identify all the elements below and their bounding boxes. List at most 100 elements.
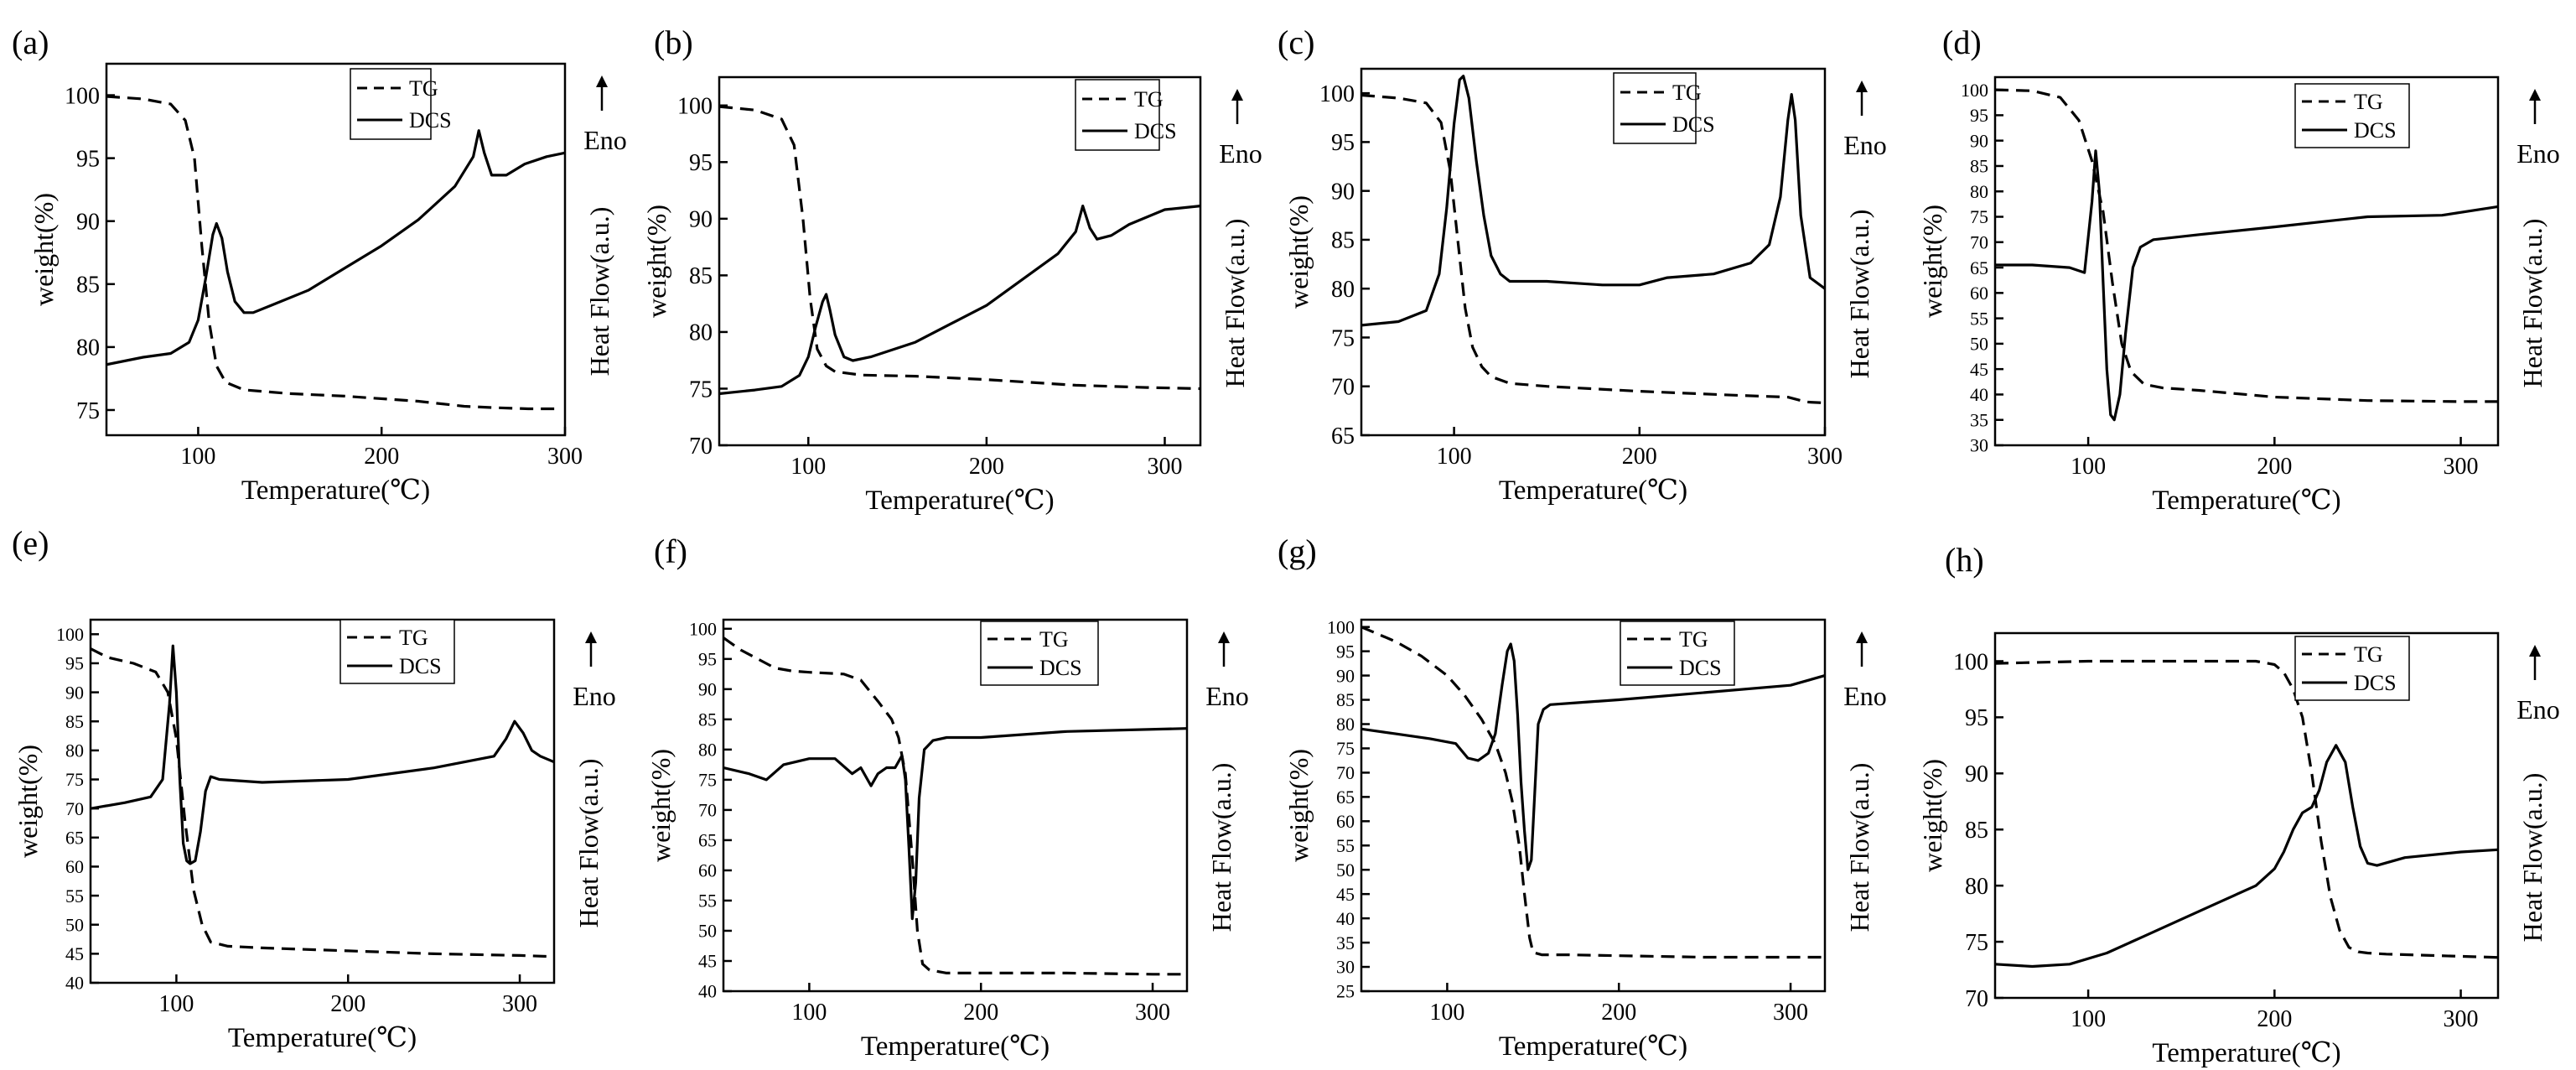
x-tick-label: 300 [2444, 454, 2479, 480]
x-tick-label: 300 [1807, 444, 1843, 470]
x-tick-label: 200 [330, 991, 365, 1017]
x-tick-label: 300 [1773, 1000, 1808, 1026]
y-tick-label: 40 [1970, 384, 1988, 405]
y-axis-label: weight(%) [1917, 205, 1947, 318]
legend-label: DCS [1672, 112, 1715, 137]
legend: TG DCS [339, 619, 455, 684]
dsc-series-line [1361, 642, 1825, 871]
x-tick-label: 300 [1135, 1000, 1170, 1026]
y-tick-label: 95 [698, 649, 717, 670]
x-tick-label: 100 [791, 1000, 827, 1026]
y-tick-label: 75 [1331, 325, 1355, 351]
y-tick-label: 80 [1970, 181, 1988, 202]
legend-label: DCS [1679, 656, 1722, 680]
up-arrow-head-icon [596, 75, 608, 87]
y-tick-label: 90 [698, 679, 717, 700]
y-tick-label: 60 [1970, 283, 1988, 304]
y-tick-label: 50 [65, 914, 84, 935]
y2-axis-label: Heat Flow(a.u.) [584, 207, 614, 377]
tg-series-line [1361, 626, 1825, 959]
tg-series-line [91, 647, 554, 958]
x-axis-label: Temperature(℃) [228, 1023, 417, 1053]
x-axis-label: Temperature(℃) [1499, 1031, 1687, 1062]
y-tick-label: 90 [76, 210, 100, 236]
endo-arrow-label: Eno [1843, 681, 1887, 711]
y-tick-label: 85 [689, 263, 713, 289]
endo-arrow-label: Eno [1219, 138, 1262, 169]
panel-label: (c) [1278, 23, 1314, 61]
panel-label: (h) [1945, 541, 1984, 579]
y-tick-label: 95 [1965, 705, 1988, 731]
y-tick-label: 80 [76, 335, 100, 361]
dsc-series-line [719, 205, 1200, 396]
y-tick-label: 35 [1970, 409, 1988, 430]
x-tick-label: 100 [2071, 1006, 2106, 1032]
up-arrow-head-icon [585, 631, 597, 643]
y-tick-label: 70 [698, 800, 717, 821]
y-tick-label: 30 [1970, 435, 1988, 456]
y-axis-label: weight(%) [1917, 759, 1947, 872]
legend: TG DCS [1620, 621, 1735, 686]
x-tick-label: 300 [502, 991, 537, 1017]
panel-label: (b) [654, 23, 693, 61]
y-tick-label: 40 [65, 973, 84, 994]
y-tick-label: 60 [698, 860, 717, 881]
legend-label: DCS [1134, 119, 1177, 143]
y-tick-label: 100 [1961, 80, 1988, 101]
tg-series-line [1995, 659, 2498, 959]
panel-label: (f) [654, 532, 687, 570]
y-tick-label: 75 [689, 377, 713, 403]
legend-label: TG [2354, 642, 2383, 667]
y-tick-label: 90 [1970, 130, 1988, 151]
y2-axis-label: Heat Flow(a.u.) [1844, 763, 1874, 932]
y-tick-label: 40 [698, 981, 717, 1002]
up-arrow-head-icon [2529, 89, 2541, 101]
y-tick-label: 75 [1336, 738, 1355, 759]
legend-label: TG [2354, 90, 2383, 114]
endo-arrow-label: Eno [1843, 130, 1887, 160]
y-tick-label: 80 [698, 740, 717, 761]
x-axis-label: Temperature(℃) [241, 475, 430, 506]
chart-panel: (c)100 200 30065707580859095100Temperature… [1278, 23, 1887, 506]
panel-label: (a) [12, 23, 49, 61]
legend-label: TG [1039, 627, 1069, 652]
endo-arrow-label: Eno [2516, 138, 2560, 169]
y2-axis-label: Heat Flow(a.u.) [1206, 763, 1236, 932]
dsc-series-line [91, 644, 554, 865]
dsc-series-line [1361, 75, 1825, 327]
x-tick-label: 300 [1147, 454, 1182, 480]
y-tick-label: 85 [1336, 689, 1355, 710]
y-tick-label: 90 [689, 207, 713, 233]
plot-frame [718, 75, 1202, 447]
chart-panel: (e) 100 200 300 40 45 50 55 60 65 70 75 80 85 90 95 100 T… [12, 524, 616, 1053]
plot-frame [105, 62, 567, 437]
legend: TG DCS [1613, 72, 1715, 144]
up-arrow-head-icon [1856, 631, 1868, 643]
legend-box [350, 68, 432, 140]
y-tick-label: 70 [1331, 375, 1355, 401]
legend-label: TG [409, 76, 438, 101]
y-tick-label: 85 [1970, 156, 1988, 177]
up-arrow-head-icon [1218, 631, 1230, 643]
legend-box [2294, 83, 2410, 148]
legend-box [1620, 621, 1735, 686]
x-tick-label: 200 [2257, 454, 2292, 480]
y-tick-label: 70 [1970, 231, 1988, 252]
legend-box [1075, 79, 1160, 151]
y-tick-label: 50 [698, 921, 717, 942]
legend-label: DCS [2354, 671, 2397, 695]
y-tick-label: 100 [1953, 649, 1988, 675]
legend: TG DCS [980, 621, 1099, 686]
y-tick-label: 75 [1970, 206, 1988, 227]
y-tick-label: 30 [1336, 957, 1355, 978]
legend: TG DCS [2294, 83, 2410, 148]
y-tick-label: 70 [689, 434, 713, 460]
y-tick-label: 80 [65, 740, 84, 761]
y-tick-label: 75 [1965, 930, 1988, 956]
y2-axis-label: Heat Flow(a.u.) [2517, 219, 2547, 388]
y-tick-label: 50 [1970, 334, 1988, 355]
y-tick-label: 90 [1336, 665, 1355, 686]
y-tick-label: 70 [65, 798, 84, 819]
y-tick-label: 55 [1970, 308, 1988, 329]
chart-panel: (f) 100 200 300 40 45 50 55 60 65 70 75 80 85 90 95 100 T… [645, 532, 1249, 1062]
